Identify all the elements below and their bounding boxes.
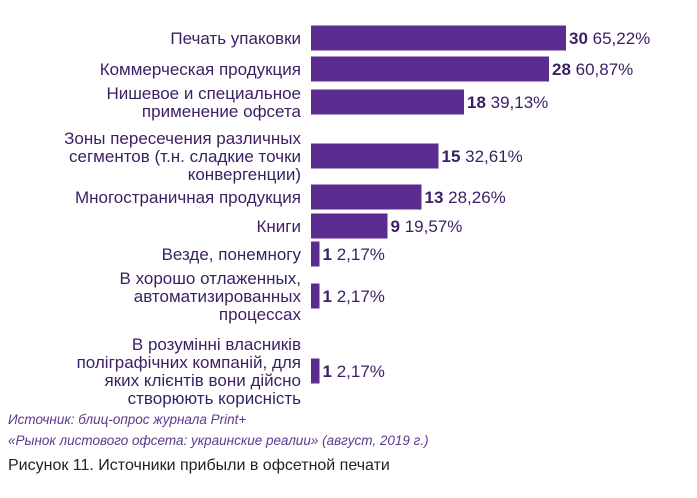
chart: Печать упаковки 30 65,22% Коммерческая про… [64, 25, 650, 408]
data-label: 1 2,17% [323, 287, 385, 306]
bar [311, 143, 439, 169]
data-label: 1 2,17% [323, 245, 385, 264]
category-label: Книги [257, 217, 301, 236]
category-label: Коммерческая продукция [100, 60, 301, 79]
data-label: 1 2,17% [323, 362, 385, 381]
category-label: Многостраничная продукция [75, 188, 301, 207]
category-label: В розумінні власників поліграфічних компа… [77, 335, 302, 408]
data-label: 15 32,61% [442, 147, 523, 166]
data-label: 13 28,26% [425, 188, 506, 207]
category-label: Везде, понемногу [162, 245, 302, 264]
bar-chart: Печать упаковки 30 65,22% Коммерческая про… [64, 25, 650, 408]
bar [311, 213, 388, 239]
bar [311, 358, 320, 384]
category-label: Печать упаковки [170, 29, 301, 48]
source-line-2: «Рынок листового офсета: украинские реал… [8, 433, 429, 448]
bar [311, 56, 549, 82]
bar [311, 283, 320, 309]
category-label: Зоны пересечения различных сегментов (т.н… [64, 129, 301, 184]
bar [311, 89, 464, 115]
source-line-1: Источник: блиц-опрос журнала Print+ [8, 412, 247, 427]
category-label: Нишевое и специальное применение офсета [107, 84, 302, 121]
category-label: В хорошо отлаженных, автоматизированных пр… [120, 269, 302, 324]
source-note: Источник: блиц-опрос журнала Print+ «Рын… [8, 409, 688, 451]
data-label: 9 19,57% [391, 217, 463, 236]
data-label: 18 39,13% [467, 93, 548, 112]
bar [311, 25, 566, 51]
bar [311, 241, 320, 267]
figure-caption: Рисунок 11. Источники прибыли в офсетной… [8, 457, 390, 474]
bar [311, 184, 422, 210]
data-label: 28 60,87% [552, 60, 633, 79]
data-label: 30 65,22% [569, 29, 650, 48]
